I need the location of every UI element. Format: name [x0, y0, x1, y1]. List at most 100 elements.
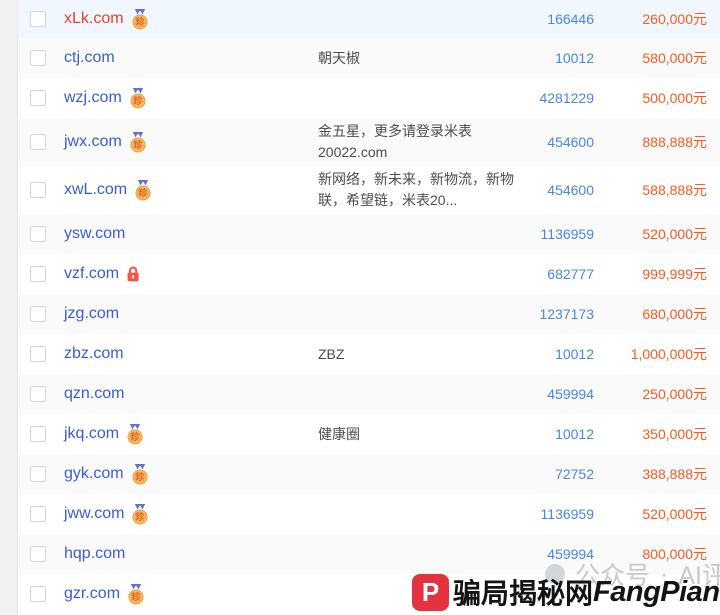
checkbox-cell — [18, 182, 64, 198]
price: 260,000元 — [642, 11, 707, 27]
checkbox-cell — [18, 546, 64, 562]
checkbox-cell — [18, 386, 64, 402]
table-row: ysw.com 珍 113 — [18, 214, 720, 254]
svg-text:珍: 珍 — [132, 591, 142, 602]
precious-badge-icon: 珍 — [131, 8, 149, 30]
table-row: qzn.com 珍 459 — [18, 374, 720, 414]
domain-cell: gzr.com 珍 — [64, 583, 318, 605]
domain-link[interactable]: jwx.com — [64, 133, 122, 150]
table-row: xwL.com 珍 新网络，新未来， — [18, 166, 720, 214]
svg-text:珍: 珍 — [133, 95, 143, 106]
domain-description — [318, 591, 518, 597]
row-checkbox[interactable] — [30, 50, 46, 66]
table-row: vzf.com 珍 682 — [18, 254, 720, 294]
table-row: hqp.com 珍 459 — [18, 534, 720, 574]
checkbox-cell — [18, 226, 64, 242]
domain-cell: jww.com 珍 — [64, 503, 318, 525]
domain-link[interactable]: xLk.com — [64, 10, 124, 27]
svg-text:珍: 珍 — [136, 511, 146, 522]
row-checkbox[interactable] — [30, 90, 46, 106]
domain-description — [318, 471, 518, 477]
domain-link[interactable]: qzn.com — [64, 385, 125, 402]
domain-description — [318, 551, 518, 557]
row-checkbox[interactable] — [30, 306, 46, 322]
row-checkbox[interactable] — [30, 134, 46, 150]
views-count: 459994 — [547, 546, 594, 562]
domain-cell: jzg.com 珍 — [64, 305, 318, 323]
row-checkbox[interactable] — [30, 506, 46, 522]
domain-description — [318, 231, 518, 237]
domain-cell: xwL.com 珍 — [64, 179, 318, 201]
table-row: gyk.com 珍 727 — [18, 454, 720, 494]
price: 500,000元 — [642, 90, 707, 106]
price: 999,999元 — [642, 266, 707, 282]
row-checkbox[interactable] — [30, 182, 46, 198]
svg-text:珍: 珍 — [131, 431, 141, 442]
views-count: 72752 — [555, 466, 594, 482]
row-checkbox[interactable] — [30, 346, 46, 362]
domain-cell: hqp.com 珍 — [64, 545, 318, 563]
checkbox-cell — [18, 90, 64, 106]
domain-link[interactable]: ctj.com — [64, 49, 115, 66]
row-checkbox[interactable] — [30, 586, 46, 602]
row-checkbox[interactable] — [30, 11, 46, 27]
checkbox-cell — [18, 50, 64, 66]
price: 1,000,000元 — [630, 346, 707, 362]
table-row: gzr.com 珍 — [18, 574, 720, 614]
domain-link[interactable]: vzf.com — [64, 265, 120, 282]
domain-link[interactable]: gyk.com — [64, 465, 124, 482]
domain-description: 朝天椒 — [318, 49, 360, 66]
precious-badge-icon: 珍 — [131, 503, 149, 525]
domain-link[interactable]: gzr.com — [64, 585, 121, 602]
row-checkbox[interactable] — [30, 226, 46, 242]
lock-icon — [126, 266, 140, 282]
views-count: 1237173 — [539, 306, 594, 322]
svg-text:珍: 珍 — [133, 139, 143, 150]
table-row: jww.com 珍 113 — [18, 494, 720, 534]
views-count: 459994 — [547, 386, 594, 402]
checkbox-cell — [18, 466, 64, 482]
domain-link[interactable]: jkq.com — [64, 425, 120, 442]
checkbox-cell — [18, 346, 64, 362]
domain-description: 健康圈 — [318, 425, 360, 442]
row-checkbox[interactable] — [30, 426, 46, 442]
checkbox-cell — [18, 134, 64, 150]
domain-description: ZBZ — [318, 345, 345, 362]
domain-description: 金五星，更多请登录米表20022.com — [318, 123, 472, 160]
table-row: jkq.com 珍 健康圈 — [18, 414, 720, 454]
domain-link[interactable]: hqp.com — [64, 545, 126, 562]
checkbox-cell — [18, 506, 64, 522]
domain-cell: wzj.com 珍 — [64, 87, 318, 109]
price: 388,888元 — [642, 466, 707, 482]
views-count: 10012 — [555, 426, 594, 442]
domain-description — [318, 311, 518, 317]
precious-badge-icon: 珍 — [126, 423, 144, 445]
row-checkbox[interactable] — [30, 386, 46, 402]
table-row: jzg.com 珍 123 — [18, 294, 720, 334]
domain-link[interactable]: xwL.com — [64, 181, 128, 198]
views-count: 454600 — [547, 182, 594, 198]
svg-text:珍: 珍 — [135, 16, 145, 27]
precious-badge-icon: 珍 — [131, 463, 149, 485]
domain-link[interactable]: ysw.com — [64, 225, 126, 242]
checkbox-cell — [18, 11, 64, 27]
price: 250,000元 — [642, 386, 707, 402]
domain-description — [318, 271, 518, 277]
row-checkbox[interactable] — [30, 466, 46, 482]
checkbox-cell — [18, 586, 64, 602]
checkbox-cell — [18, 266, 64, 282]
table-row: jwx.com 珍 金五星，更多请登 — [18, 118, 720, 166]
views-count: 10012 — [555, 346, 594, 362]
domain-link[interactable]: wzj.com — [64, 89, 122, 106]
row-checkbox[interactable] — [30, 546, 46, 562]
domain-link[interactable]: jww.com — [64, 505, 125, 522]
precious-badge-icon: 珍 — [127, 583, 145, 605]
domain-link[interactable]: zbz.com — [64, 345, 124, 362]
views-count: 454600 — [547, 134, 594, 150]
price: 888,888元 — [642, 134, 707, 150]
row-checkbox[interactable] — [30, 266, 46, 282]
page-left-gutter — [0, 0, 18, 615]
views-count: 1136959 — [540, 226, 594, 242]
domain-link[interactable]: jzg.com — [64, 305, 120, 322]
